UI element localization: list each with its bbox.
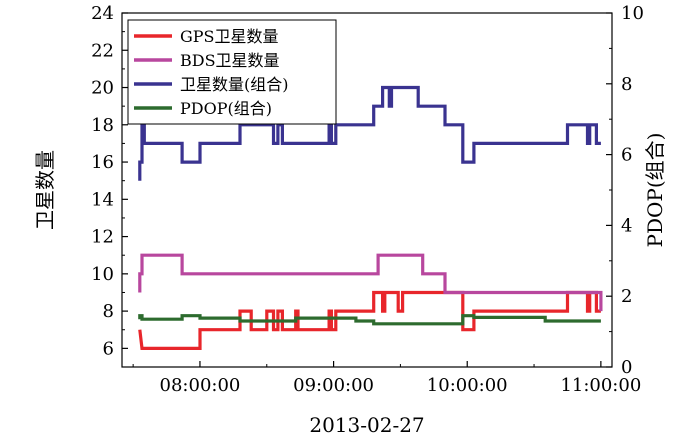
x-tick-label: 09:00:00 xyxy=(293,375,374,396)
y-left-tick-label: 22 xyxy=(91,40,114,61)
y-right-tick-label: 4 xyxy=(621,215,632,236)
series-line-1 xyxy=(138,290,601,350)
y-right-tick-label: 0 xyxy=(621,357,632,378)
y-left-tick-label: 8 xyxy=(103,301,114,322)
y-left-tick-label: 12 xyxy=(91,227,114,248)
x-tick-label: 11:00:00 xyxy=(560,375,641,396)
legend-label: GPS卫星数量 xyxy=(180,27,279,46)
x-axis-title: 2013-02-27 xyxy=(309,413,424,437)
y-left-tick-label: 16 xyxy=(91,152,114,173)
y-right-tick-label: 2 xyxy=(621,286,632,307)
y-axis-right-title: PDOP(组合) xyxy=(643,133,667,248)
y-right-tick-label: 10 xyxy=(621,3,644,24)
y-right-tick-label: 6 xyxy=(621,145,632,166)
legend-label: BDS卫星数量 xyxy=(180,51,280,70)
x-tick-label: 08:00:00 xyxy=(160,375,241,396)
series-line-2 xyxy=(138,253,603,312)
y-axis-left-title: 卫星数量 xyxy=(33,150,57,230)
y-left-tick-label: 10 xyxy=(91,264,114,285)
legend-label: PDOP(组合) xyxy=(180,99,272,118)
y-left-tick-label: 6 xyxy=(103,338,114,359)
series-line-3 xyxy=(138,85,601,181)
y-left-tick-label: 24 xyxy=(91,3,114,24)
legend-label: 卫星数量(组合) xyxy=(180,75,289,94)
y-left-tick-label: 20 xyxy=(91,78,114,99)
y-right-tick-label: 8 xyxy=(621,74,632,95)
y-left-tick-label: 14 xyxy=(91,189,114,210)
series-line-4 xyxy=(138,314,601,326)
y-left-tick-label: 18 xyxy=(91,115,114,136)
series-layer xyxy=(138,85,603,350)
x-tick-label: 10:00:00 xyxy=(427,375,508,396)
